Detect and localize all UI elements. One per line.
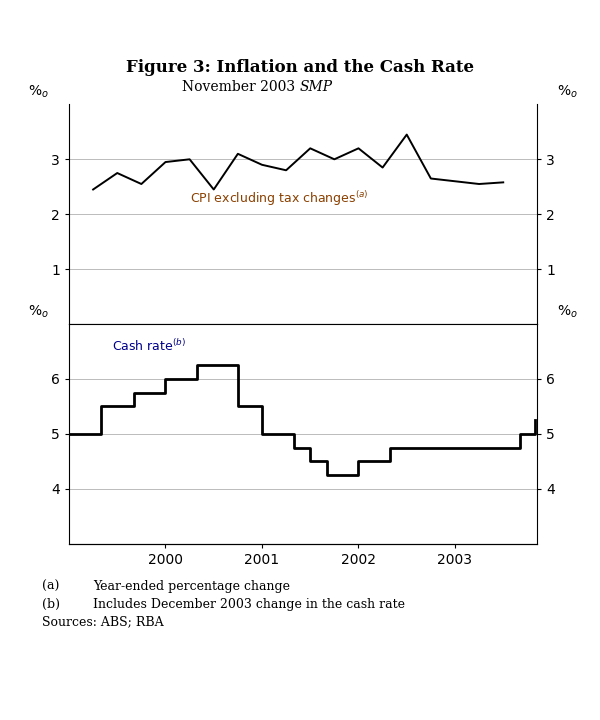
Text: $\%_o$: $\%_o$ — [28, 84, 49, 100]
Text: Cash rate$^{(b)}$: Cash rate$^{(b)}$ — [112, 338, 187, 354]
Text: (b): (b) — [42, 598, 60, 611]
Text: (a): (a) — [42, 580, 59, 593]
Text: November 2003: November 2003 — [182, 80, 300, 94]
Text: $\%_o$: $\%_o$ — [28, 303, 49, 320]
Text: Figure 3: Inflation and the Cash Rate: Figure 3: Inflation and the Cash Rate — [126, 58, 474, 76]
Text: SMP: SMP — [300, 80, 333, 94]
Text: Includes December 2003 change in the cash rate: Includes December 2003 change in the cas… — [93, 598, 405, 611]
Text: $\%_o$: $\%_o$ — [557, 303, 578, 320]
Text: Sources: ABS; RBA: Sources: ABS; RBA — [42, 616, 164, 629]
Text: Year-ended percentage change: Year-ended percentage change — [93, 580, 290, 593]
Text: CPI excluding tax changes$^{(a)}$: CPI excluding tax changes$^{(a)}$ — [190, 189, 368, 208]
Text: $\%_o$: $\%_o$ — [557, 84, 578, 100]
